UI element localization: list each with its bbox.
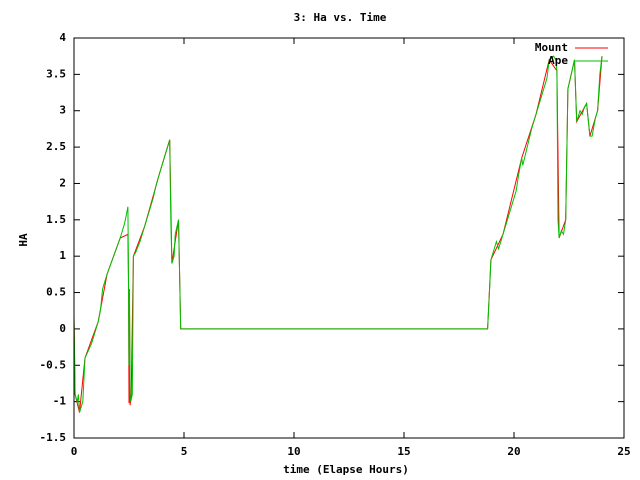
data-line <box>73 55 603 413</box>
x-axis-label: time (Elapse Hours) <box>283 463 409 476</box>
y-axis-label: HA <box>17 233 30 247</box>
x-tick-label: 10 <box>287 445 300 458</box>
legend-label: Mount <box>535 41 568 54</box>
x-tick-label: 15 <box>397 445 410 458</box>
y-tick-label: 2 <box>59 176 66 189</box>
x-tick-label: 20 <box>507 445 520 458</box>
x-tick-label: 25 <box>617 445 630 458</box>
x-tick-label: 5 <box>181 445 188 458</box>
y-tick-label: 1 <box>59 249 66 262</box>
y-tick-label: -1.5 <box>40 431 67 444</box>
chart-title: 3: Ha vs. Time <box>294 11 387 24</box>
y-tick-label: 4 <box>59 31 66 44</box>
y-tick-label: -1 <box>53 395 67 408</box>
y-tick-label: 0 <box>59 322 66 335</box>
y-tick-label: -0.5 <box>40 358 67 371</box>
x-tick-label: 0 <box>71 445 78 458</box>
legend-label: Ape <box>548 54 568 67</box>
y-tick-label: 3.5 <box>46 67 66 80</box>
y-tick-label: 2.5 <box>46 140 66 153</box>
y-tick-label: 3 <box>59 104 66 117</box>
y-tick-label: 1.5 <box>46 213 66 226</box>
plot-border <box>73 37 625 439</box>
y-tick-label: 0.5 <box>46 286 66 299</box>
